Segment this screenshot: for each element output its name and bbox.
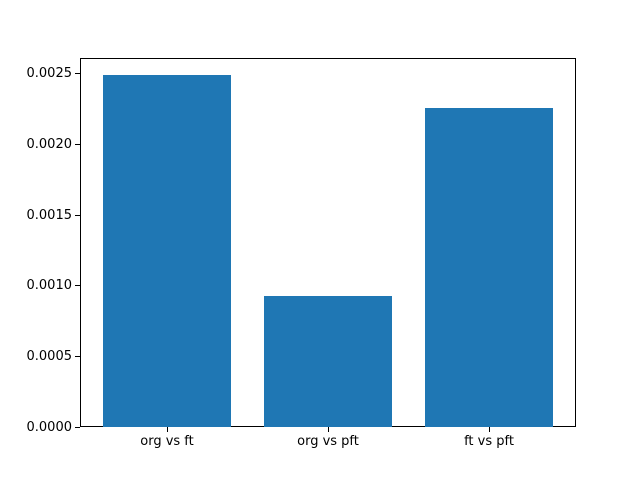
x-tick-label: ft vs pft [464,434,514,450]
y-tick-mark [75,73,80,75]
y-tick-label: 0.0005 [26,349,73,364]
x-tick-label: org vs ft [140,434,194,450]
x-tick-label: org vs pft [297,434,359,450]
bar-org-vs-ft [102,75,232,428]
y-tick-label: 0.0025 [26,66,73,82]
y-tick-label: 0.0020 [26,136,73,152]
y-tick-mark [75,356,80,357]
x-tick-mark [488,427,490,433]
x-tick-mark [166,427,168,433]
bar-ft-vs-pft [424,107,554,428]
y-tick-mark [75,143,80,145]
y-tick-mark [75,426,80,428]
y-tick-label: 0.0000 [26,419,73,435]
bar-org-vs-pft [263,295,393,428]
y-tick-mark [75,214,80,216]
y-tick-label: 0.0015 [26,207,73,223]
x-tick-mark [327,427,329,433]
y-tick-mark [75,285,80,287]
y-tick-label: 0.0010 [26,278,73,294]
